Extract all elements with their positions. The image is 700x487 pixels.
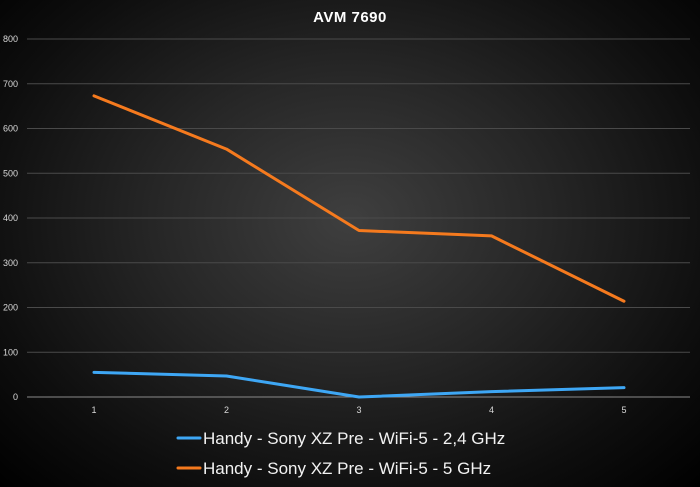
y-axis-ticks: 0 100 200 300 400 500 600 700 800 [3, 34, 18, 402]
legend-label-1: Handy - Sony XZ Pre - WiFi-5 - 2,4 GHz [203, 429, 505, 448]
x-axis-ticks: 1 2 3 4 5 [91, 405, 626, 415]
series-line-2 [92, 94, 626, 303]
x-tick-label-1: 1 [91, 405, 96, 415]
y-tick-label-0: 0 [13, 392, 18, 402]
legend: Handy - Sony XZ Pre - WiFi-5 - 2,4 GHz Ha… [176, 429, 505, 478]
x-tick-label-5: 5 [621, 405, 626, 415]
y-tick-label-300: 300 [3, 258, 18, 268]
y-tick-label-100: 100 [3, 347, 18, 357]
x-tick-label-2: 2 [224, 405, 229, 415]
series-lines [92, 94, 626, 399]
y-tick-label-600: 600 [3, 124, 18, 134]
y-tick-label-800: 800 [3, 34, 18, 44]
y-tick-label-500: 500 [3, 168, 18, 178]
x-tick-label-3: 3 [356, 405, 361, 415]
legend-label-2: Handy - Sony XZ Pre - WiFi-5 - 5 GHz [203, 459, 491, 478]
chart-title: AVM 7690 [313, 9, 387, 26]
grid-lines [27, 38, 690, 398]
y-tick-label-700: 700 [3, 79, 18, 89]
series-line-1 [92, 370, 626, 399]
y-tick-label-200: 200 [3, 303, 18, 313]
x-tick-label-4: 4 [489, 405, 494, 415]
y-tick-label-400: 400 [3, 213, 18, 223]
